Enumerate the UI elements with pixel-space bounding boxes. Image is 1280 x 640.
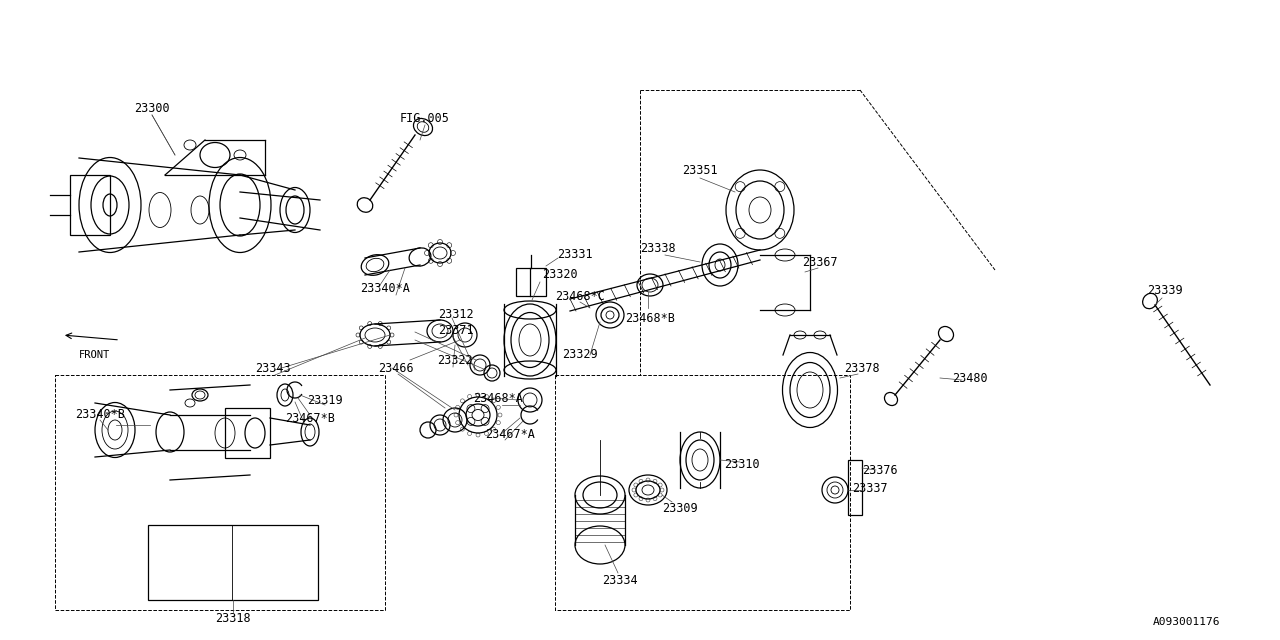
Text: 23339: 23339 [1147,284,1183,296]
Text: 23334: 23334 [602,573,637,586]
Text: 23322: 23322 [438,353,472,367]
Text: 23371: 23371 [438,323,474,337]
Text: 23310: 23310 [724,458,760,472]
Text: 23309: 23309 [662,502,698,515]
Text: 23331: 23331 [557,248,593,262]
Text: 23467*A: 23467*A [485,429,535,442]
Bar [849,460,861,515]
Text: 23340*B: 23340*B [76,408,125,422]
Text: 23468*A: 23468*A [474,392,524,404]
Text: 23367: 23367 [803,255,838,269]
Text: 23300: 23300 [134,102,170,115]
Bar [70,175,110,235]
Text: 23376: 23376 [863,463,897,477]
Text: A093001176: A093001176 [1152,617,1220,627]
Text: 23319: 23319 [307,394,343,406]
Text: 23340*A: 23340*A [360,282,410,294]
Text: 23468*B: 23468*B [625,312,675,324]
Text: 23466: 23466 [378,362,413,374]
Text: 23318: 23318 [215,611,251,625]
Text: 23338: 23338 [640,241,676,255]
Bar [55,375,385,610]
Bar [556,375,850,610]
Text: FIG.005: FIG.005 [401,111,451,125]
Text: 23312: 23312 [438,308,474,321]
Text: FRONT: FRONT [79,350,110,360]
Text: 23351: 23351 [682,163,718,177]
Bar [148,525,317,600]
Text: 23468*C: 23468*C [556,289,605,303]
Bar [516,268,547,296]
Text: 23467*B: 23467*B [285,412,335,424]
Text: 23337: 23337 [852,481,888,495]
Text: 23480: 23480 [952,371,988,385]
Text: 23320: 23320 [543,269,577,282]
Text: 23378: 23378 [845,362,879,374]
Text: 23329: 23329 [562,349,598,362]
Bar [225,408,270,458]
Text: 23343: 23343 [255,362,291,374]
